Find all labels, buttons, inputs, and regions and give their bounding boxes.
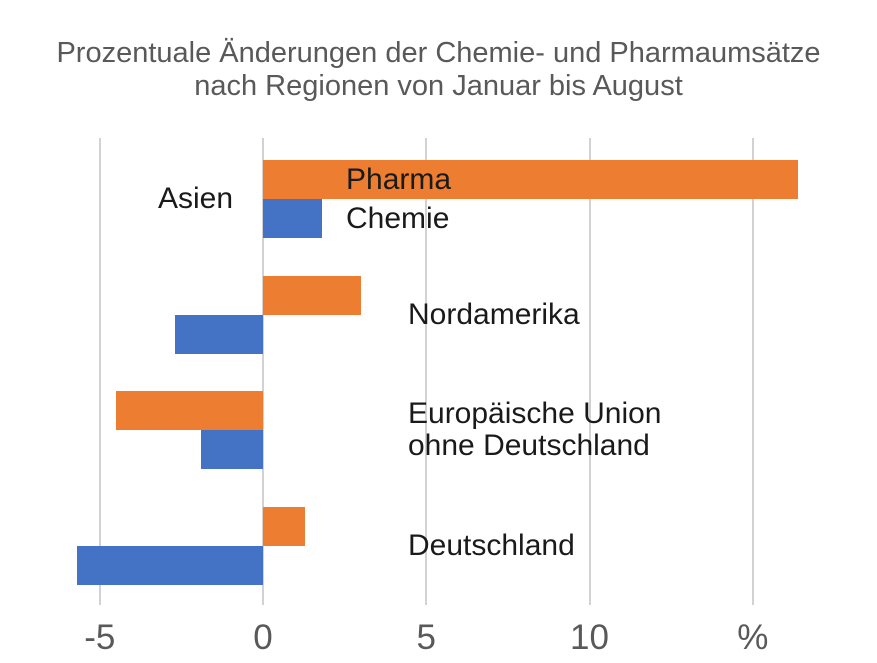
x-tick-pct: %: [737, 618, 769, 657]
bar-chemie-nordamerika: [174, 314, 263, 354]
category-label-asien: Asien: [157, 182, 233, 215]
gridline-pct: [751, 138, 754, 605]
gridline-10: [588, 138, 591, 605]
chart-title-line-1: Prozentuale Änderungen der Chemie- und P…: [56, 37, 821, 69]
gridline--5: [98, 138, 101, 605]
x-tick-0: 0: [253, 618, 273, 657]
bar-pharma-europ-ische-union: [116, 391, 263, 431]
x-tick--5: -5: [84, 618, 116, 657]
series-label-pharma: Pharma: [346, 162, 452, 196]
category-label-europ-ische-union: Europäische Union ohne Deutschland: [408, 397, 662, 463]
bar-chemie-europ-ische-union: [200, 430, 263, 470]
gridline-5: [425, 138, 428, 605]
category-label-deutschland: Deutschland: [408, 529, 575, 563]
series-label-chemie: Chemie: [346, 201, 450, 235]
bar-chemie-deutschland: [76, 546, 263, 586]
bar-pharma-deutschland: [263, 507, 306, 547]
chart-title-line-2: nach Regionen von Januar bis August: [194, 70, 683, 102]
bar-chemie-asien: [263, 199, 322, 238]
bar-pharma-nordamerika: [263, 275, 361, 315]
x-tick-5: 5: [416, 618, 436, 657]
gridline-0: [262, 138, 264, 605]
bar-pharma-asien: [263, 160, 799, 199]
chart-title: Prozentuale Änderungen der Chemie- und P…: [0, 37, 877, 103]
x-tick-10: 10: [570, 618, 609, 657]
category-label-nordamerika: Nordamerika: [408, 297, 580, 331]
